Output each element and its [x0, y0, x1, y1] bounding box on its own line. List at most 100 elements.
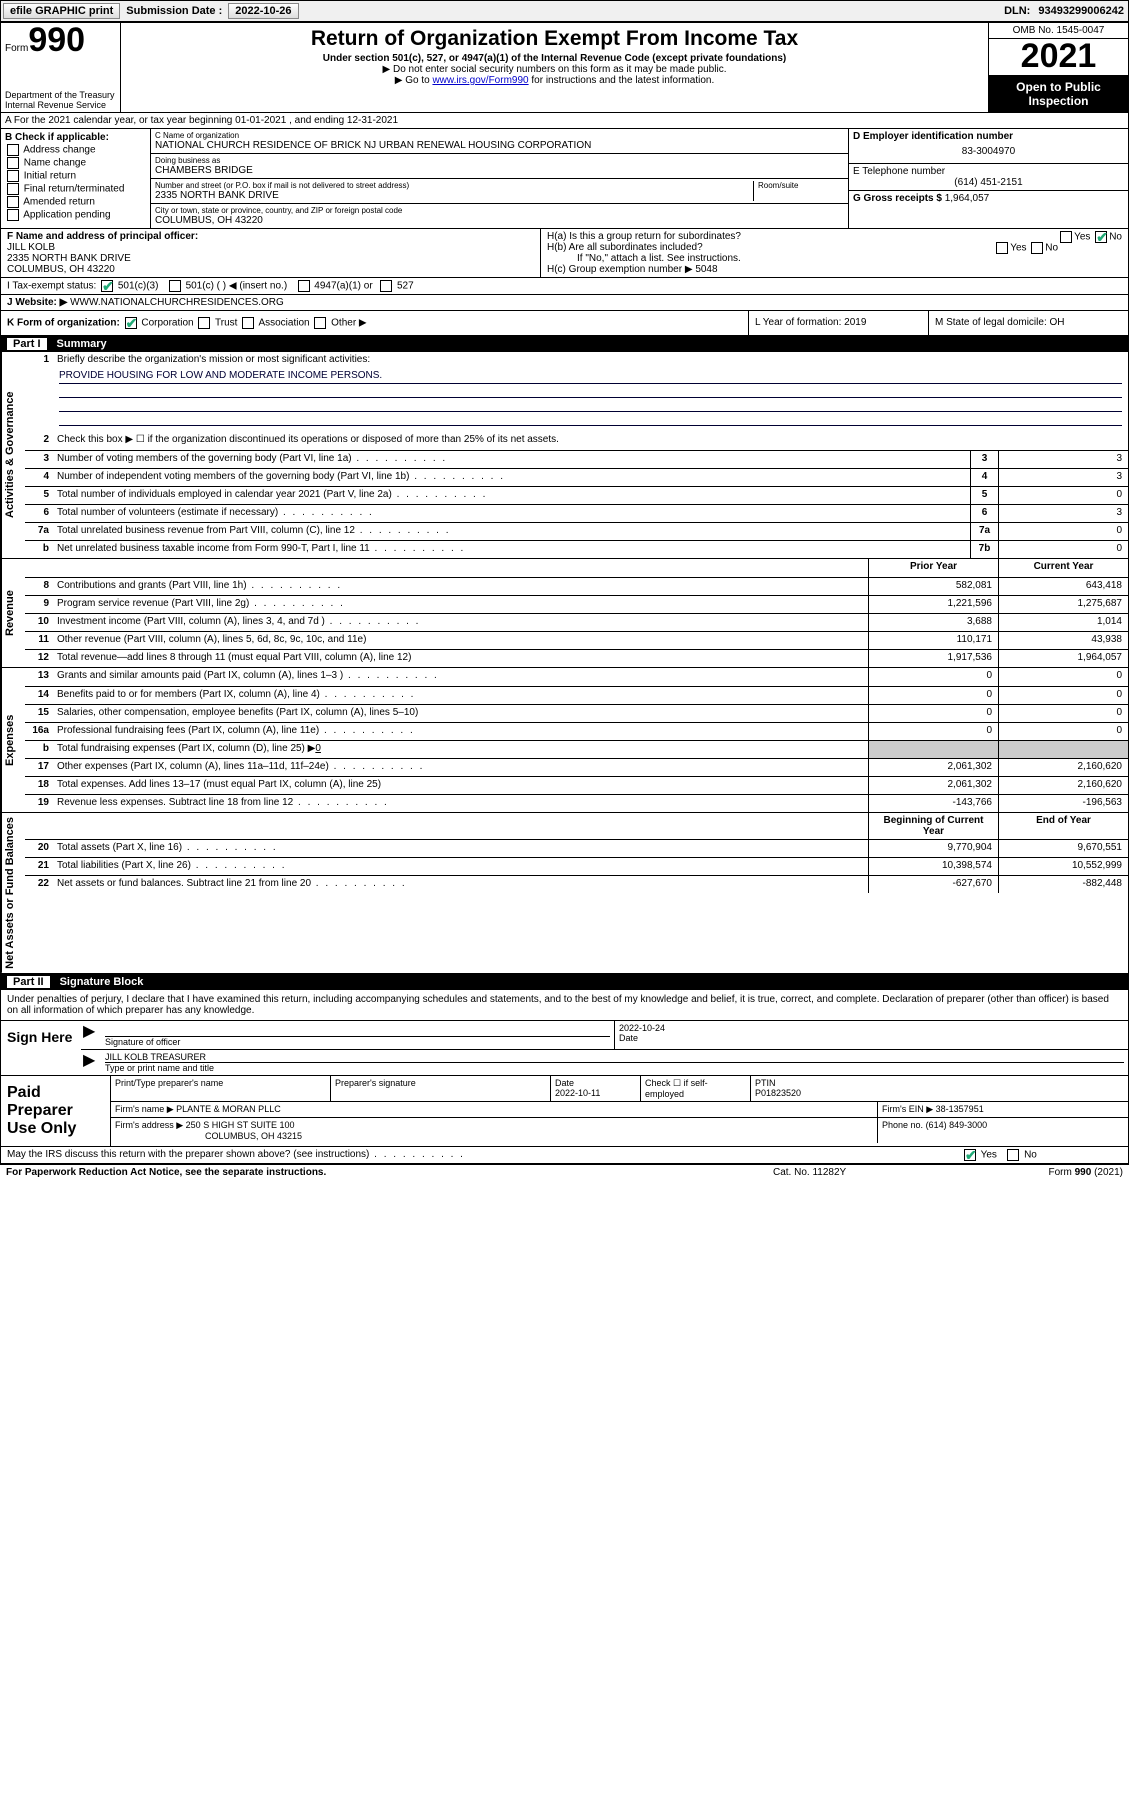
i-501c[interactable]: [169, 280, 181, 292]
ein-lbl: D Employer identification number: [853, 131, 1124, 142]
prep-date: Date2022-10-11: [551, 1076, 641, 1101]
k-trust[interactable]: [198, 317, 210, 329]
title-box: Return of Organization Exempt From Incom…: [121, 23, 988, 112]
form-outer: Form990 Department of the Treasury Inter…: [0, 22, 1129, 1165]
ha-yes[interactable]: [1060, 231, 1072, 243]
prep-self: Check ☐ if self-employed: [641, 1076, 751, 1101]
firm-name: Firm's name ▶ PLANTE & MORAN PLLC: [111, 1102, 878, 1117]
k-other[interactable]: [314, 317, 326, 329]
hb-note: If "No," attach a list. See instructions…: [547, 253, 1122, 264]
org-name: NATIONAL CHURCH RESIDENCE OF BRICK NJ UR…: [155, 140, 844, 151]
city-lbl: City or town, state or province, country…: [155, 206, 844, 215]
sig-intro: Under penalties of perjury, I declare th…: [1, 990, 1128, 1021]
l7a: Total unrelated business revenue from Pa…: [53, 523, 970, 540]
hb-no[interactable]: [1031, 242, 1043, 254]
l15: Salaries, other compensation, employee b…: [53, 705, 868, 722]
l16b: Total fundraising expenses (Part IX, col…: [53, 741, 868, 758]
gross-lbl: G Gross receipts $: [853, 193, 942, 204]
l20: Total assets (Part X, line 16): [53, 840, 868, 857]
chk-initial: Initial return: [5, 170, 146, 182]
l17: Other expenses (Part IX, column (A), lin…: [53, 759, 868, 776]
foot-r: Form 990 (2021): [973, 1167, 1123, 1178]
arrow-icon: ▶: [81, 1021, 101, 1049]
l22: Net assets or fund balances. Subtract li…: [53, 876, 868, 893]
vlabel-rev: Revenue: [1, 559, 25, 667]
l9: Program service revenue (Part VIII, line…: [53, 596, 868, 613]
dept: Department of the Treasury Internal Reve…: [5, 90, 116, 110]
gross-val: 1,964,057: [945, 193, 990, 204]
col-b-hdr: B Check if applicable:: [5, 132, 146, 143]
chk-final: Final return/terminated: [5, 183, 146, 195]
l7b: Net unrelated business taxable income fr…: [53, 541, 970, 558]
row-k: K Form of organization: Corporation Trus…: [1, 311, 748, 335]
prep-name-lbl: Print/Type preparer's name: [111, 1076, 331, 1101]
tax-year: 2021: [989, 39, 1128, 76]
i-501c3[interactable]: [101, 280, 113, 292]
arrow-icon: ▶: [81, 1050, 101, 1075]
foot-m: Cat. No. 11282Y: [773, 1167, 973, 1178]
form-num: 990: [28, 21, 85, 59]
l5: Total number of individuals employed in …: [53, 487, 970, 504]
l8: Contributions and grants (Part VIII, lin…: [53, 578, 868, 595]
l14: Benefits paid to or for members (Part IX…: [53, 687, 868, 704]
topbar: efile GRAPHIC print Submission Date : 20…: [0, 0, 1129, 22]
row-a: A For the 2021 calendar year, or tax yea…: [1, 113, 402, 128]
chk-address: Address change: [5, 144, 146, 156]
discuss-no[interactable]: [1007, 1149, 1019, 1161]
k-assoc[interactable]: [242, 317, 254, 329]
i-527[interactable]: [380, 280, 392, 292]
dba-lbl: Doing business as: [155, 156, 844, 165]
sig-date: 2022-10-24 Date: [614, 1021, 1128, 1049]
public-inspection: Open to Public Inspection: [989, 76, 1128, 112]
vlabel-exp: Expenses: [1, 668, 25, 812]
l21: Total liabilities (Part X, line 26): [53, 858, 868, 875]
row-m: M State of legal domicile: OH: [928, 311, 1128, 335]
sig-officer: Signature of officer: [101, 1021, 614, 1049]
subtitle-3: ▶ Go to www.irs.gov/Form990 for instruct…: [127, 75, 982, 86]
k-corp[interactable]: [125, 317, 137, 329]
l19: Revenue less expenses. Subtract line 18 …: [53, 795, 868, 812]
l13: Grants and similar amounts paid (Part IX…: [53, 668, 868, 686]
dln-val: 93493299006242: [1034, 5, 1128, 17]
sign-here-lbl: Sign Here: [1, 1021, 81, 1075]
form-word: Form: [5, 43, 28, 54]
subtitle-1: Under section 501(c), 527, or 4947(a)(1)…: [127, 53, 982, 64]
l6: Total number of volunteers (estimate if …: [53, 505, 970, 522]
efile-btn[interactable]: efile GRAPHIC print: [3, 3, 120, 19]
sub-date-lbl: Submission Date :: [122, 5, 226, 17]
l12: Total revenue—add lines 8 through 11 (mu…: [53, 650, 868, 667]
addr-lbl: Number and street (or P.O. box if mail i…: [155, 181, 749, 190]
f-lbl: F Name and address of principal officer:: [7, 231, 534, 242]
l3: Number of voting members of the governin…: [53, 451, 970, 468]
ha-no[interactable]: [1095, 231, 1107, 243]
col-h: H(a) Is this a group return for subordin…: [541, 229, 1128, 277]
room-lbl: Room/suite: [758, 181, 844, 190]
name-lbl: C Name of organization: [155, 131, 844, 140]
chk-amended: Amended return: [5, 196, 146, 208]
subtitle-2: ▶ Do not enter social security numbers o…: [127, 64, 982, 75]
discuss: May the IRS discuss this return with the…: [7, 1149, 962, 1161]
l16a: Professional fundraising fees (Part IX, …: [53, 723, 868, 740]
part2-hdr: Part II Signature Block: [1, 974, 1128, 990]
i-4947[interactable]: [298, 280, 310, 292]
dln-lbl: DLN:: [1000, 5, 1034, 17]
hb-yes[interactable]: [996, 242, 1008, 254]
col-c: C Name of organization NATIONAL CHURCH R…: [151, 129, 848, 228]
sub-date-val[interactable]: 2022-10-26: [228, 3, 298, 19]
l1: Briefly describe the organization's miss…: [53, 352, 1128, 370]
irs-link[interactable]: www.irs.gov/Form990: [432, 75, 528, 86]
col-f: F Name and address of principal officer:…: [1, 229, 541, 277]
col-d: D Employer identification number 83-3004…: [848, 129, 1128, 228]
l11: Other revenue (Part VIII, column (A), li…: [53, 632, 868, 649]
mission: PROVIDE HOUSING FOR LOW AND MODERATE INC…: [59, 370, 1122, 384]
discuss-yes[interactable]: [964, 1149, 976, 1161]
right-box: OMB No. 1545-0047 2021 Open to Public In…: [988, 23, 1128, 112]
l18: Total expenses. Add lines 13–17 (must eq…: [53, 777, 868, 794]
form-title: Return of Organization Exempt From Incom…: [127, 27, 982, 51]
vlabel-gov: Activities & Governance: [1, 352, 25, 558]
l4: Number of independent voting members of …: [53, 469, 970, 486]
prep-ptin: PTINP01823520: [751, 1076, 1128, 1101]
form-number-box: Form990 Department of the Treasury Inter…: [1, 23, 121, 112]
f-name: JILL KOLB: [7, 242, 534, 253]
chk-name: Name change: [5, 157, 146, 169]
